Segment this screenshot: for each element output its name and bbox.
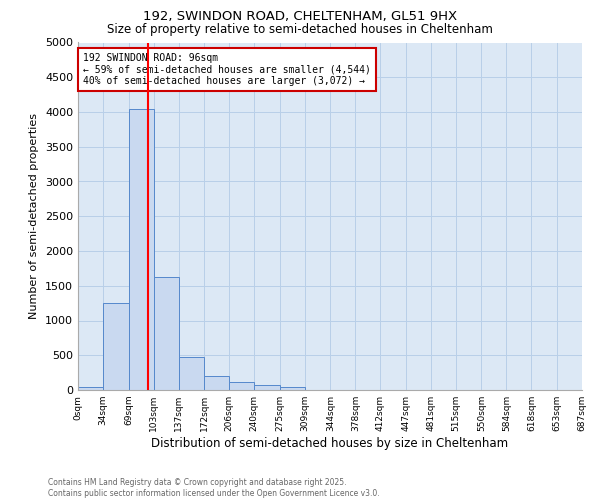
Bar — [154, 276, 179, 390]
Bar — [280, 386, 305, 390]
Text: 192, SWINDON ROAD, CHELTENHAM, GL51 9HX: 192, SWINDON ROAD, CHELTENHAM, GL51 9HX — [143, 10, 457, 23]
Y-axis label: Number of semi-detached properties: Number of semi-detached properties — [29, 114, 40, 320]
Bar — [254, 386, 280, 390]
Bar — [128, 108, 154, 390]
Bar — [103, 303, 128, 390]
Bar — [229, 382, 254, 390]
Text: Size of property relative to semi-detached houses in Cheltenham: Size of property relative to semi-detach… — [107, 22, 493, 36]
Text: Contains HM Land Registry data © Crown copyright and database right 2025.
Contai: Contains HM Land Registry data © Crown c… — [48, 478, 380, 498]
Bar — [204, 376, 229, 390]
Bar — [78, 387, 103, 390]
X-axis label: Distribution of semi-detached houses by size in Cheltenham: Distribution of semi-detached houses by … — [151, 437, 509, 450]
Text: 192 SWINDON ROAD: 96sqm
← 59% of semi-detached houses are smaller (4,544)
40% of: 192 SWINDON ROAD: 96sqm ← 59% of semi-de… — [83, 53, 371, 86]
Bar — [179, 358, 204, 390]
